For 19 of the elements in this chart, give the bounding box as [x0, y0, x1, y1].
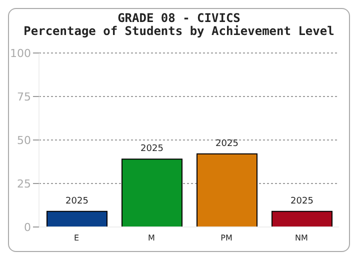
x-tick-label: E [74, 234, 80, 243]
bar [272, 210, 332, 227]
text: 2025 [216, 138, 238, 149]
y-tick-label: 75 [17, 90, 31, 104]
chart-subtitle: Percentage of Students by Achievement Level [22, 24, 336, 38]
text: 2025 [290, 196, 314, 206]
series-label: 2025 [66, 196, 88, 206]
x-tick-label: M [148, 234, 156, 243]
x-tick-label: NM [295, 234, 308, 243]
y-tick-label: 25 [17, 177, 31, 190]
y-tick-label: 100 [10, 46, 31, 60]
y-tick-label: 50 [17, 134, 31, 147]
text: 2025 [140, 144, 164, 154]
y-tick-label: 0 [24, 220, 31, 234]
bar [122, 158, 182, 227]
x-tick-label: PM [220, 234, 232, 243]
chart-title: GRADE 08 - CIVICS [116, 11, 242, 25]
bar [46, 210, 108, 227]
bar [196, 153, 258, 227]
